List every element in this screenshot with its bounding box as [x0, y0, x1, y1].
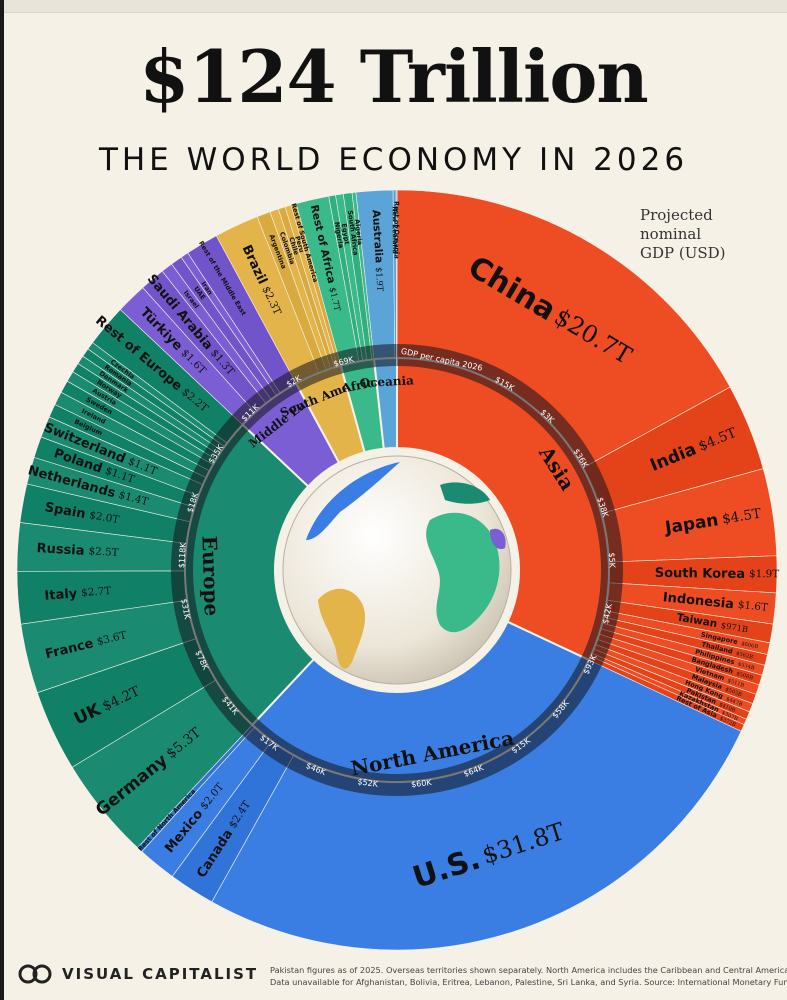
footer-notes: Pakistan figures as of 2025. Overseas te… — [270, 964, 787, 988]
page-title: $124 Trillion — [139, 34, 649, 119]
page-subtitle: THE WORLD ECONOMY IN 2026 — [98, 142, 689, 178]
country-label-spain: Spain $2.0T — [44, 500, 121, 528]
country-label-italy: Italy $2.7T — [44, 584, 112, 604]
country-label-indonesia: Indonesia $1.6T — [662, 590, 768, 616]
gdp-per-capita-value: $5K — [607, 552, 617, 569]
country-label-south-korea: South Korea $1.9T — [655, 565, 780, 581]
gdp-note: Projected nominal GDP (USD) — [640, 206, 770, 263]
footer-logo: VISUAL CAPITALIST — [18, 963, 258, 985]
gdp-note-line: Projected — [640, 206, 713, 224]
country-segments — [16, 189, 778, 951]
region-label-oceania: Oceania — [359, 373, 414, 390]
region-label-europe: Europe — [197, 535, 224, 616]
country-label-egypt: Egypt — [340, 223, 351, 245]
gdp-note-line: nominal — [640, 225, 702, 243]
country-label-new-zealand: New Zealand — [391, 206, 399, 254]
left-edge — [0, 0, 4, 1000]
gdp-per-capita-value: $52K — [357, 777, 379, 789]
country-label-russia: Russia $2.5T — [36, 541, 119, 561]
gdp-per-capita-value: $42K — [601, 602, 614, 625]
gdp-note-line: GDP (USD) — [640, 244, 726, 262]
footer-line: Pakistan figures as of 2025. Overseas te… — [270, 965, 787, 975]
country-label-rest-of-oceania: Rest of Oceania — [393, 201, 401, 259]
gdp-per-capita-value: $31K — [179, 598, 192, 621]
footer-line: Data unavailable for Afghanistan, Bolivi… — [270, 977, 787, 987]
gdp-per-capita-value: $60K — [411, 778, 433, 789]
country-label-australia: Australia$1.9T — [370, 209, 387, 292]
top-bar — [0, 0, 787, 13]
visual-capitalist-logo-icon — [18, 964, 52, 984]
country-label-algeria: Algeria — [353, 219, 364, 246]
gdp-per-capita-value: $118K — [177, 541, 188, 568]
brand-name: VISUAL CAPITALIST — [62, 965, 259, 983]
globe-icon — [275, 448, 519, 692]
